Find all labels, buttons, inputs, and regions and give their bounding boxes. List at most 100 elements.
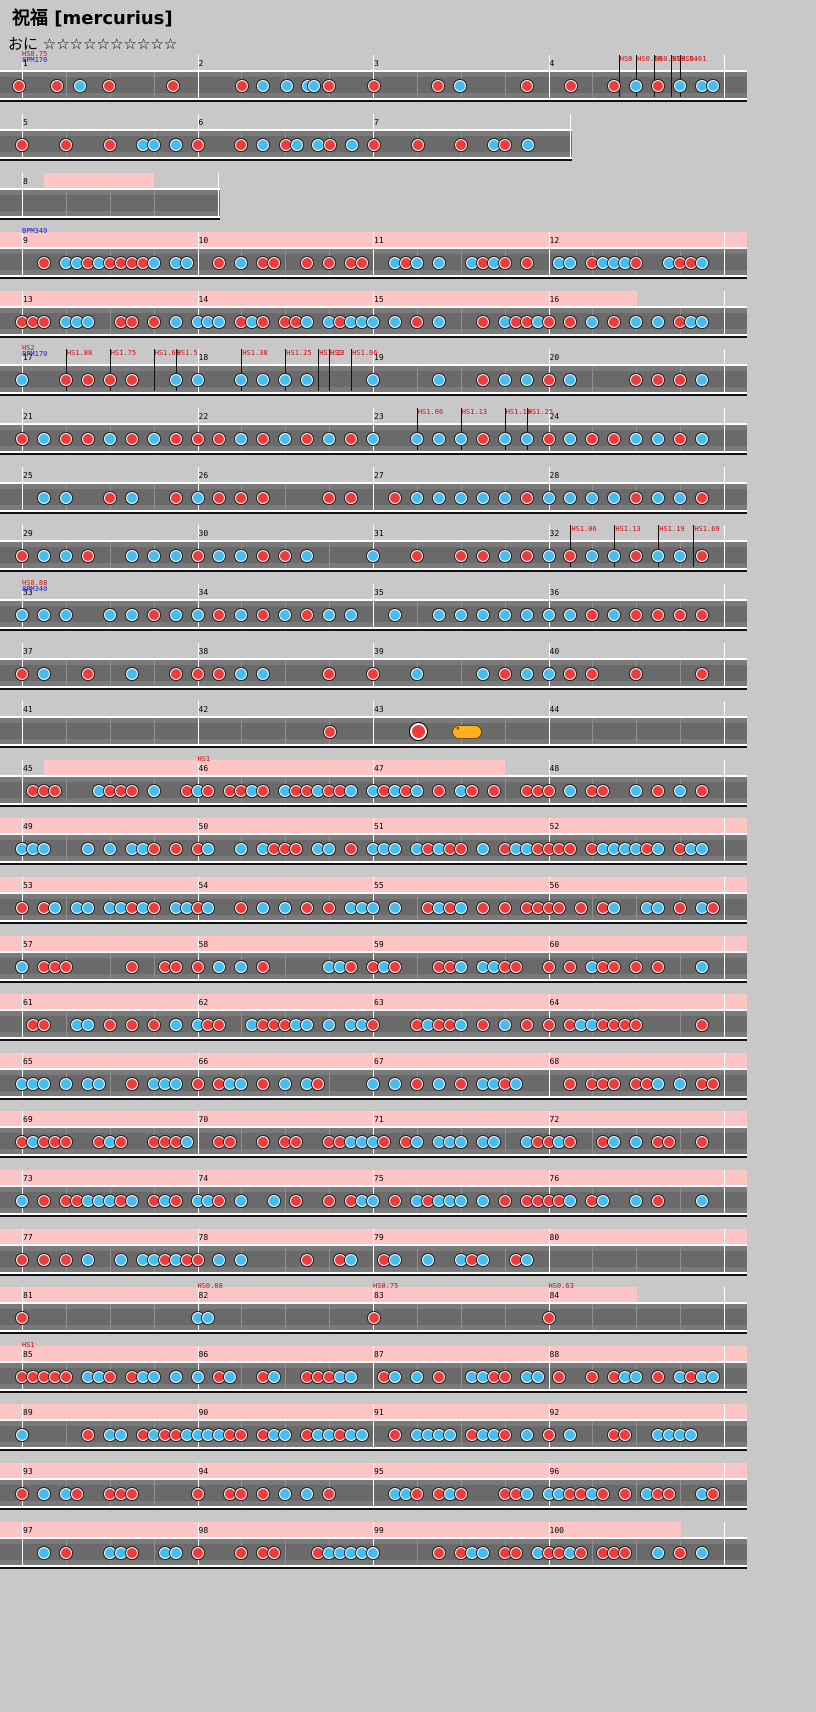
don-note bbox=[300, 256, 315, 270]
scroll-speed-label: HS1.06 bbox=[571, 525, 597, 533]
bar-line bbox=[22, 643, 23, 688]
beat-line bbox=[241, 1011, 243, 1037]
ka-note bbox=[563, 373, 578, 387]
measure-number: 16 bbox=[549, 295, 560, 304]
chart-row: 25 26 27 28 bbox=[0, 467, 747, 525]
measure-number: 74 bbox=[198, 1174, 209, 1183]
measure-number: 1 bbox=[23, 59, 28, 68]
ka-note bbox=[519, 1487, 534, 1501]
don-note bbox=[695, 549, 710, 563]
chart-row: 69 70 71 72 bbox=[0, 1111, 747, 1169]
bar-line bbox=[197, 1111, 199, 1156]
ka-note bbox=[344, 1253, 359, 1267]
measure-number: 80 bbox=[549, 1233, 560, 1242]
don-note bbox=[146, 315, 161, 329]
bar-line bbox=[724, 232, 725, 277]
don-note bbox=[58, 1546, 73, 1560]
bar-line bbox=[22, 1463, 23, 1508]
bar-line bbox=[373, 994, 374, 1039]
ka-note bbox=[234, 373, 249, 387]
measure-number: 31 bbox=[374, 529, 384, 538]
don-note bbox=[366, 1018, 380, 1032]
ka-note bbox=[497, 432, 512, 446]
don-note bbox=[706, 901, 721, 915]
don-note bbox=[124, 315, 139, 329]
don-note bbox=[541, 432, 556, 446]
bar-line bbox=[373, 467, 374, 512]
chart-row: 49 50 51 52 bbox=[0, 818, 747, 876]
measure-number: 79 bbox=[374, 1233, 384, 1242]
lane-edge bbox=[0, 1449, 747, 1451]
don-note bbox=[190, 1253, 205, 1267]
don-note bbox=[651, 784, 666, 798]
don-note bbox=[596, 784, 611, 798]
ka-note bbox=[234, 960, 249, 974]
bar-line bbox=[22, 701, 23, 746]
don-note bbox=[673, 901, 688, 915]
don-note bbox=[124, 1546, 139, 1560]
beat-line bbox=[65, 72, 67, 98]
ka-note bbox=[475, 1546, 490, 1560]
measure-number: 96 bbox=[549, 1467, 560, 1476]
beat-line bbox=[153, 190, 155, 216]
don-note bbox=[300, 1253, 315, 1267]
ka-note bbox=[651, 842, 666, 856]
balloon-count: ⚬ bbox=[455, 725, 461, 733]
ka-note bbox=[629, 1194, 644, 1208]
beat-line bbox=[153, 484, 155, 510]
don-note bbox=[322, 667, 337, 681]
scroll-change-marker bbox=[618, 55, 620, 97]
beat-line bbox=[153, 1539, 155, 1565]
scroll-speed-label: HS1.88 bbox=[66, 349, 93, 357]
don-note bbox=[59, 138, 73, 152]
ka-note bbox=[431, 608, 446, 622]
don-note bbox=[607, 79, 621, 93]
beat-line bbox=[592, 718, 594, 744]
don-note bbox=[344, 432, 359, 446]
ka-note bbox=[278, 608, 293, 622]
bar-line bbox=[373, 584, 374, 629]
ka-note bbox=[168, 1077, 183, 1091]
measure-number: 54 bbox=[198, 881, 209, 890]
don-note bbox=[552, 1370, 567, 1384]
don-note bbox=[50, 79, 64, 93]
don-note bbox=[497, 1194, 512, 1208]
bar-line bbox=[570, 114, 571, 159]
ka-note bbox=[256, 138, 270, 152]
ka-note bbox=[453, 432, 468, 446]
don-note bbox=[300, 432, 315, 446]
measure-number: 66 bbox=[198, 1057, 209, 1066]
scroll-change-marker bbox=[636, 55, 638, 97]
bar-line bbox=[197, 1522, 199, 1567]
bar-line bbox=[22, 936, 23, 981]
ka-note bbox=[585, 491, 600, 505]
ka-note bbox=[344, 1370, 359, 1384]
beat-line bbox=[592, 366, 594, 392]
ka-note bbox=[695, 960, 710, 974]
bar-line bbox=[724, 525, 725, 570]
measure-number: 37 bbox=[23, 647, 33, 656]
don-note bbox=[80, 373, 95, 387]
measure-number: 60 bbox=[549, 940, 560, 949]
ka-note bbox=[58, 491, 73, 505]
bar-line bbox=[548, 936, 550, 981]
lane-edge bbox=[0, 1039, 747, 1041]
gogo-section bbox=[0, 1522, 681, 1538]
bar-line bbox=[373, 643, 374, 688]
scroll-speed-label: HS1.06 bbox=[352, 349, 378, 357]
ka-note bbox=[387, 901, 402, 915]
beat-line bbox=[416, 72, 418, 98]
bar-line bbox=[724, 1111, 725, 1156]
don-note bbox=[475, 1018, 490, 1032]
don-note bbox=[695, 1135, 710, 1149]
beat-line bbox=[504, 777, 506, 803]
scroll-speed-label: HS1.75 bbox=[110, 349, 137, 357]
don-note bbox=[80, 1428, 95, 1442]
don-note bbox=[508, 960, 523, 974]
don-note bbox=[411, 138, 425, 152]
bar-line bbox=[197, 1053, 199, 1098]
beat-line bbox=[592, 1128, 594, 1154]
don-note bbox=[190, 667, 205, 681]
lane-edge bbox=[0, 512, 747, 514]
don-note bbox=[454, 138, 468, 152]
